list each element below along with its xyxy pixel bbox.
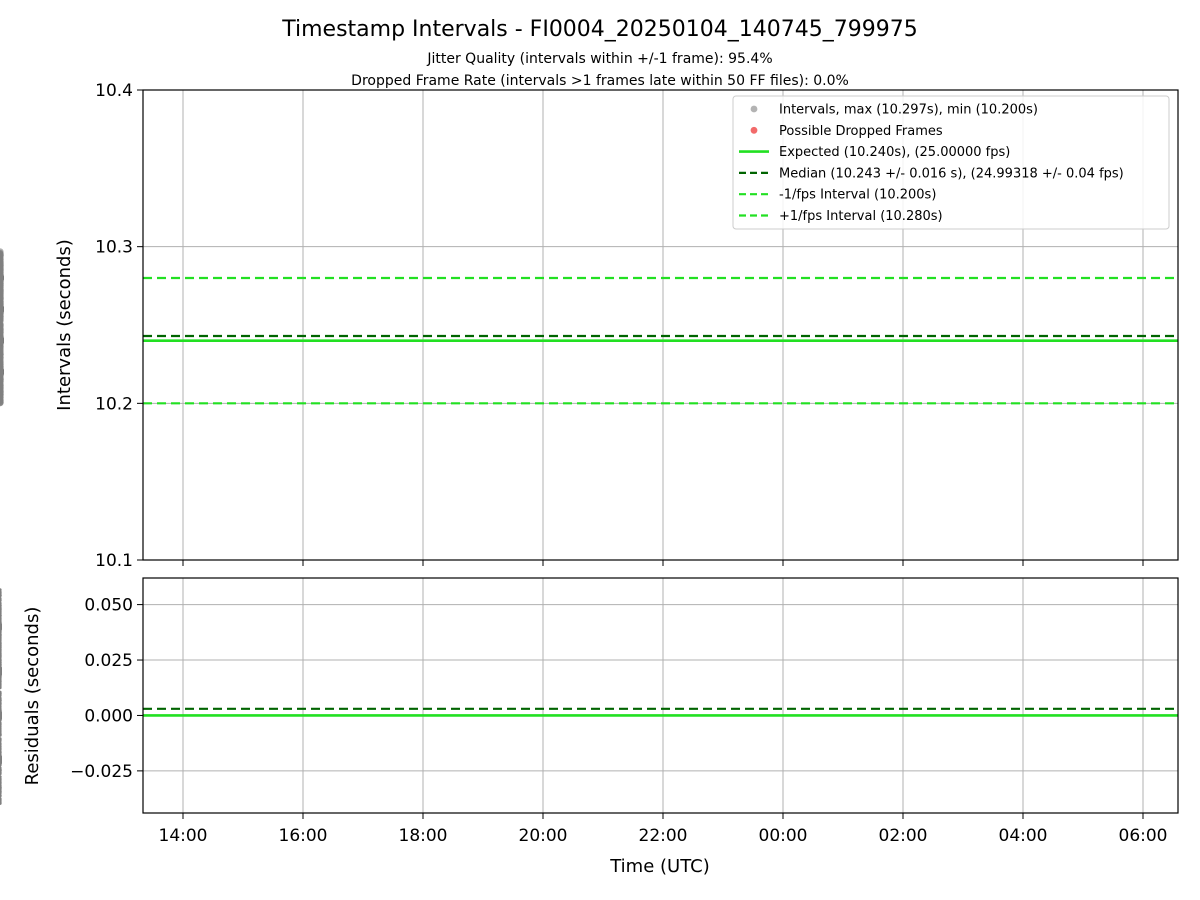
- legend-entry: Possible Dropped Frames: [779, 124, 943, 139]
- chart-subtitle-jitter: Jitter Quality (intervals within +/-1 fr…: [426, 51, 772, 67]
- legend-entry: +1/fps Interval (10.280s): [779, 209, 943, 224]
- residuals-panel: −0.0250.0000.0250.050 14:00 16:00 18:00 20:…: [0, 578, 1178, 846]
- intervals-x-ticks: [183, 560, 1143, 566]
- intervals-y-tick-label: 10.1: [95, 551, 133, 571]
- intervals-points: [0, 248, 4, 406]
- legend-entry: Median (10.243 +/- 0.016 s), (24.99318 +…: [779, 166, 1124, 181]
- intervals-y-axis-label: Intervals (seconds): [54, 239, 75, 411]
- chart-subtitle-dropped: Dropped Frame Rate (intervals >1 frames …: [351, 73, 849, 89]
- intervals-y-ticks: 10.1 10.2 10.3 10.4: [95, 81, 143, 571]
- legend-entry: Expected (10.240s), (25.00000 fps): [779, 145, 1010, 160]
- residuals-points: [0, 588, 2, 805]
- legend-entry: Intervals, max (10.297s), min (10.200s): [779, 103, 1038, 118]
- intervals-panel: 10.1 10.2 10.3 10.4 Intervals (seconds) Int…: [0, 81, 1178, 571]
- intervals-y-tick-label: 10.4: [95, 81, 133, 101]
- residual-point: [0, 588, 2, 591]
- intervals-y-tick-label: 10.3: [95, 238, 133, 258]
- residuals-grid: [143, 578, 1178, 813]
- chart-legend: Intervals, max (10.297s), min (10.200s) P…: [733, 96, 1169, 229]
- legend-entry: -1/fps Interval (10.200s): [779, 188, 936, 203]
- legend-marker-intervals: [751, 106, 758, 113]
- intervals-y-tick-label: 10.2: [95, 394, 133, 414]
- legend-marker-dropped: [751, 127, 758, 134]
- chart-title: Timestamp Intervals - FI0004_20250104_14…: [281, 17, 918, 42]
